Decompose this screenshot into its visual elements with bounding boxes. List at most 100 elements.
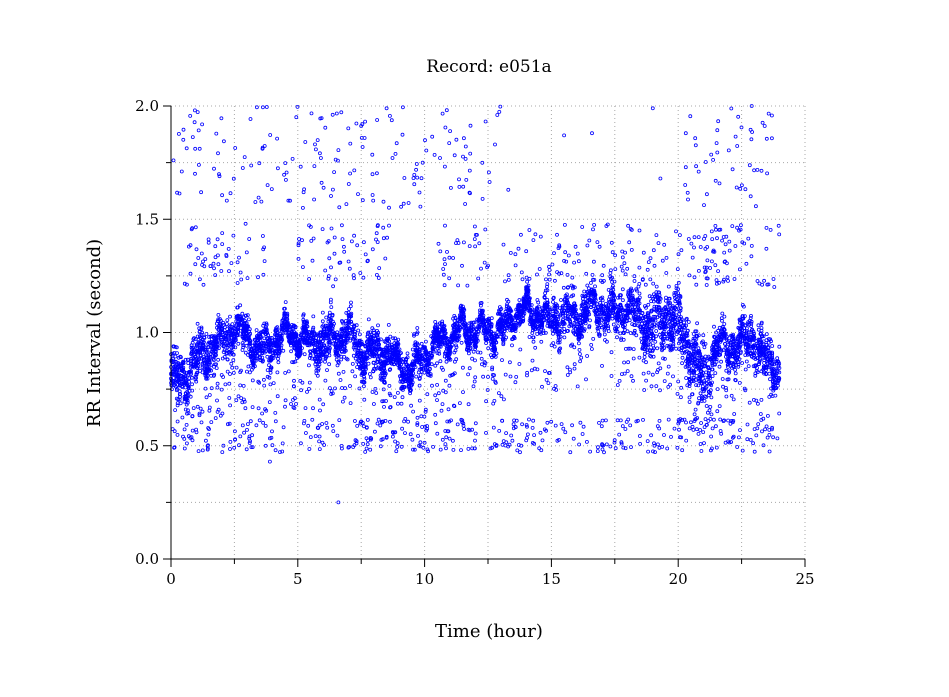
data-point <box>570 307 575 312</box>
data-point <box>637 301 642 306</box>
data-point <box>676 280 681 285</box>
data-point <box>242 323 247 328</box>
data-point <box>754 348 759 353</box>
data-point <box>691 336 696 341</box>
data-point <box>323 355 328 360</box>
data-point <box>634 302 639 307</box>
data-point <box>407 384 412 389</box>
data-point <box>507 313 512 318</box>
data-point <box>680 355 685 360</box>
data-point <box>423 339 428 344</box>
data-point <box>761 350 766 355</box>
data-point <box>519 309 524 314</box>
data-point <box>647 325 652 330</box>
data-point <box>208 363 213 367</box>
data-point <box>567 324 572 329</box>
data-point <box>383 349 388 354</box>
data-point <box>552 306 557 311</box>
data-point <box>323 348 328 353</box>
data-point <box>398 357 403 362</box>
data-point <box>735 343 740 348</box>
data-point <box>605 314 610 319</box>
data-point <box>672 291 677 295</box>
data-point <box>240 348 245 352</box>
data-point <box>464 324 468 328</box>
data-point <box>177 389 182 394</box>
data-point <box>775 356 780 361</box>
data-point <box>727 361 732 365</box>
data-point <box>252 353 257 358</box>
data-point <box>188 356 193 361</box>
data-point <box>366 330 371 335</box>
data-point <box>250 378 255 383</box>
data-point <box>184 402 189 407</box>
data-point <box>415 358 420 363</box>
data-point <box>745 326 749 331</box>
data-point <box>756 323 761 328</box>
data-point <box>665 336 670 341</box>
data-point <box>711 340 716 345</box>
data-point <box>627 311 632 316</box>
data-point <box>425 372 430 377</box>
data-point <box>288 343 293 348</box>
data-point <box>677 317 682 321</box>
data-point <box>362 375 367 379</box>
data-point <box>654 284 659 289</box>
data-point <box>327 310 332 315</box>
data-point <box>415 326 420 330</box>
data-point <box>597 321 602 326</box>
data-point <box>262 321 267 326</box>
data-point <box>662 321 667 326</box>
data-point <box>342 350 347 354</box>
data-point <box>202 335 207 340</box>
data-point <box>387 368 392 372</box>
data-point <box>235 314 240 319</box>
data-point <box>189 361 194 366</box>
data-point <box>630 302 635 307</box>
data-point <box>344 310 349 315</box>
data-point <box>649 308 654 313</box>
data-point <box>444 359 449 364</box>
data-point <box>216 336 221 341</box>
data-point <box>580 304 585 309</box>
data-point <box>203 386 208 391</box>
data-point <box>648 342 653 347</box>
data-point <box>528 315 533 320</box>
data-point <box>276 353 281 358</box>
data-point <box>676 291 680 296</box>
data-point <box>419 364 424 369</box>
data-point <box>757 348 761 353</box>
data-point <box>281 330 286 335</box>
data-point <box>530 331 535 335</box>
data-point <box>673 322 677 327</box>
data-point <box>486 328 491 332</box>
data-point <box>688 345 693 350</box>
data-point <box>237 322 242 326</box>
data-point <box>594 314 599 318</box>
data-point <box>316 364 320 369</box>
data-point <box>722 326 726 331</box>
data-point <box>178 355 183 360</box>
data-point <box>566 328 570 333</box>
data-point <box>231 325 236 330</box>
data-point <box>521 309 526 314</box>
data-point <box>419 341 424 346</box>
data-point <box>545 311 549 316</box>
data-point <box>381 387 386 392</box>
data-point <box>632 323 636 327</box>
data-point <box>630 293 635 298</box>
data-point <box>752 351 757 356</box>
data-point <box>497 305 502 310</box>
data-point <box>504 306 509 311</box>
data-point <box>722 322 727 326</box>
data-point <box>401 360 406 365</box>
data-point <box>638 318 643 323</box>
data-point <box>303 319 308 324</box>
data-point <box>304 339 309 343</box>
data-point <box>185 398 190 403</box>
data-point <box>703 394 707 399</box>
data-point <box>591 290 596 294</box>
data-point <box>724 336 728 341</box>
data-point <box>641 343 646 348</box>
data-point <box>188 369 193 374</box>
